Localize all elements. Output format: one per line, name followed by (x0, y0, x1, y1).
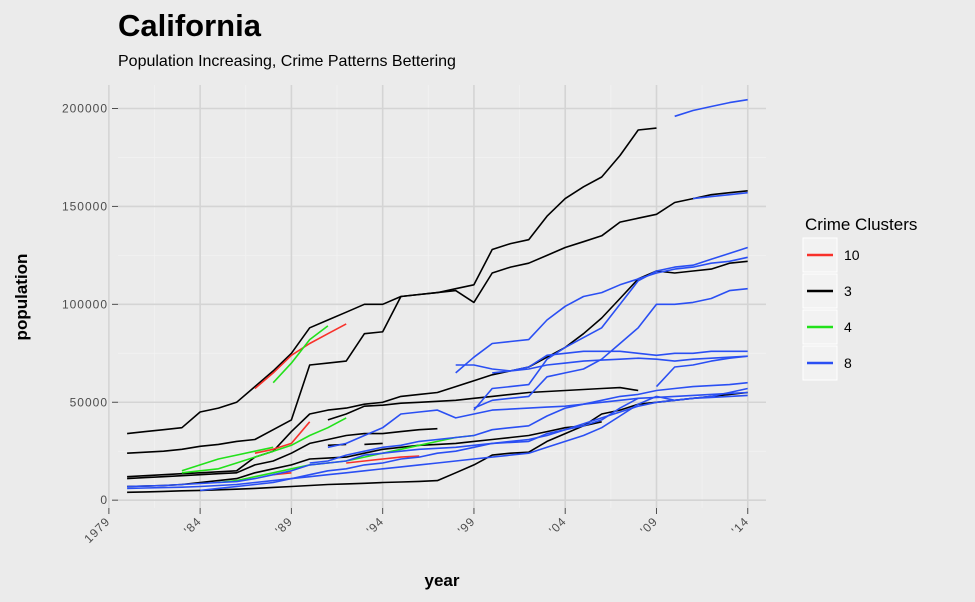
series-line-cluster-3 (127, 190, 748, 454)
series-lines (127, 98, 748, 494)
plot-background (118, 85, 766, 508)
chart-subtitle: Population Increasing, Crime Patterns Be… (118, 53, 456, 70)
x-tick-label: '94 (364, 514, 387, 537)
series-line-cluster-4 (181, 446, 274, 472)
series-line-cluster-3 (327, 386, 639, 421)
x-tick-label: '89 (272, 514, 295, 537)
y-tick-label: 50000 (70, 395, 108, 409)
series-line-cluster-8 (127, 387, 748, 490)
series-line-cluster-3 (127, 427, 438, 480)
legend-entries: 10 3 4 8 (802, 237, 860, 381)
series-line-cluster-8 (455, 350, 748, 372)
series-line-cluster-8 (200, 394, 748, 492)
series-line-cluster-8 (655, 355, 748, 388)
series-line-cluster-8 (327, 391, 748, 449)
chart-title: California (118, 8, 262, 43)
series-line-cluster-10 (254, 323, 347, 390)
x-axis: 1979 '84 '89 '94 '99 '04 '09 '14 (81, 508, 752, 546)
x-tick-label: '09 (638, 514, 661, 537)
legend-label-10: 10 (844, 247, 860, 263)
plot-panel (108, 85, 766, 508)
y-tick-label: 0 (100, 493, 108, 507)
y-tick-label: 200000 (62, 102, 108, 116)
y-axis: 0 50000 100000 150000 200000 (62, 102, 118, 507)
legend-title: Crime Clusters (805, 215, 917, 234)
x-tick-label: '99 (455, 514, 478, 537)
series-line-cluster-3 (364, 442, 383, 446)
series-line-cluster-4 (272, 325, 329, 384)
series-line-cluster-10 (346, 455, 420, 464)
series-line-cluster-3 (127, 391, 748, 494)
series-line-cluster-8 (127, 397, 639, 488)
grid-lines (108, 85, 766, 508)
legend: Crime Clusters 10 3 4 8 (802, 215, 917, 381)
x-tick-label: '04 (546, 514, 569, 537)
x-tick-label: '84 (181, 514, 204, 537)
x-axis-title: year (425, 571, 460, 590)
y-axis-title: population (12, 254, 31, 341)
legend-label-3: 3 (844, 283, 852, 299)
series-line-cluster-8 (674, 98, 748, 118)
series-line-cluster-8 (692, 191, 748, 200)
series-line-cluster-8 (473, 246, 748, 411)
series-line-cluster-3 (127, 421, 602, 488)
y-tick-label: 150000 (62, 199, 108, 213)
x-tick-label: 1979 (81, 514, 113, 546)
series-line-cluster-10 (254, 421, 311, 454)
series-line-cluster-8 (492, 355, 748, 374)
series-line-cluster-4 (181, 417, 347, 474)
series-line-cluster-8 (455, 256, 748, 374)
legend-label-4: 4 (844, 319, 852, 335)
legend-label-8: 8 (844, 355, 852, 371)
series-line-cluster-8 (309, 381, 748, 464)
y-tick-label: 100000 (62, 297, 108, 311)
series-line-cluster-3 (127, 127, 657, 435)
x-tick-label: '14 (729, 514, 752, 537)
